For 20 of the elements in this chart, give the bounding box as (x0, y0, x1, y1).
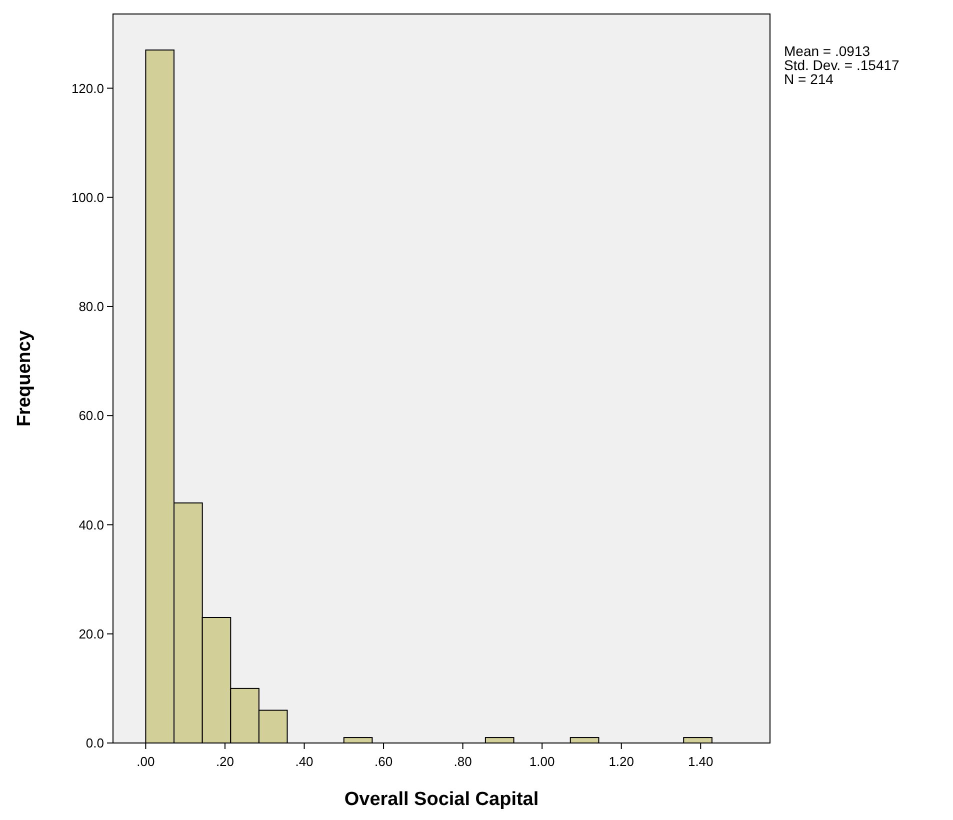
y-tick-label: 20.0 (78, 626, 104, 642)
x-tick-label: 1.00 (529, 754, 555, 769)
y-tick-label: 40.0 (78, 517, 104, 532)
x-tick-label: 1.40 (688, 754, 714, 769)
x-tick-label: .20 (216, 754, 234, 769)
x-tick-label: .00 (136, 754, 155, 769)
x-tick-label: 1.20 (608, 754, 634, 769)
y-tick-label: 120.0 (71, 80, 104, 96)
y-tick-label: 0.0 (86, 736, 104, 751)
y-tick-label: 60.0 (78, 408, 104, 424)
y-tick-label: 80.0 (78, 299, 104, 314)
y-axis-title: Frequency (14, 330, 35, 427)
text: Std. Dev. = .15417 (784, 57, 900, 73)
x-tick-label: .60 (374, 754, 393, 769)
x-tick-label: .40 (295, 754, 314, 769)
y-tick-label: 100.0 (71, 190, 104, 205)
x-axis-title: Overall Social Capital (344, 789, 539, 810)
text: Mean = .0913 (784, 43, 870, 59)
text: N = 214 (784, 71, 834, 87)
x-tick-label: .80 (454, 754, 472, 769)
